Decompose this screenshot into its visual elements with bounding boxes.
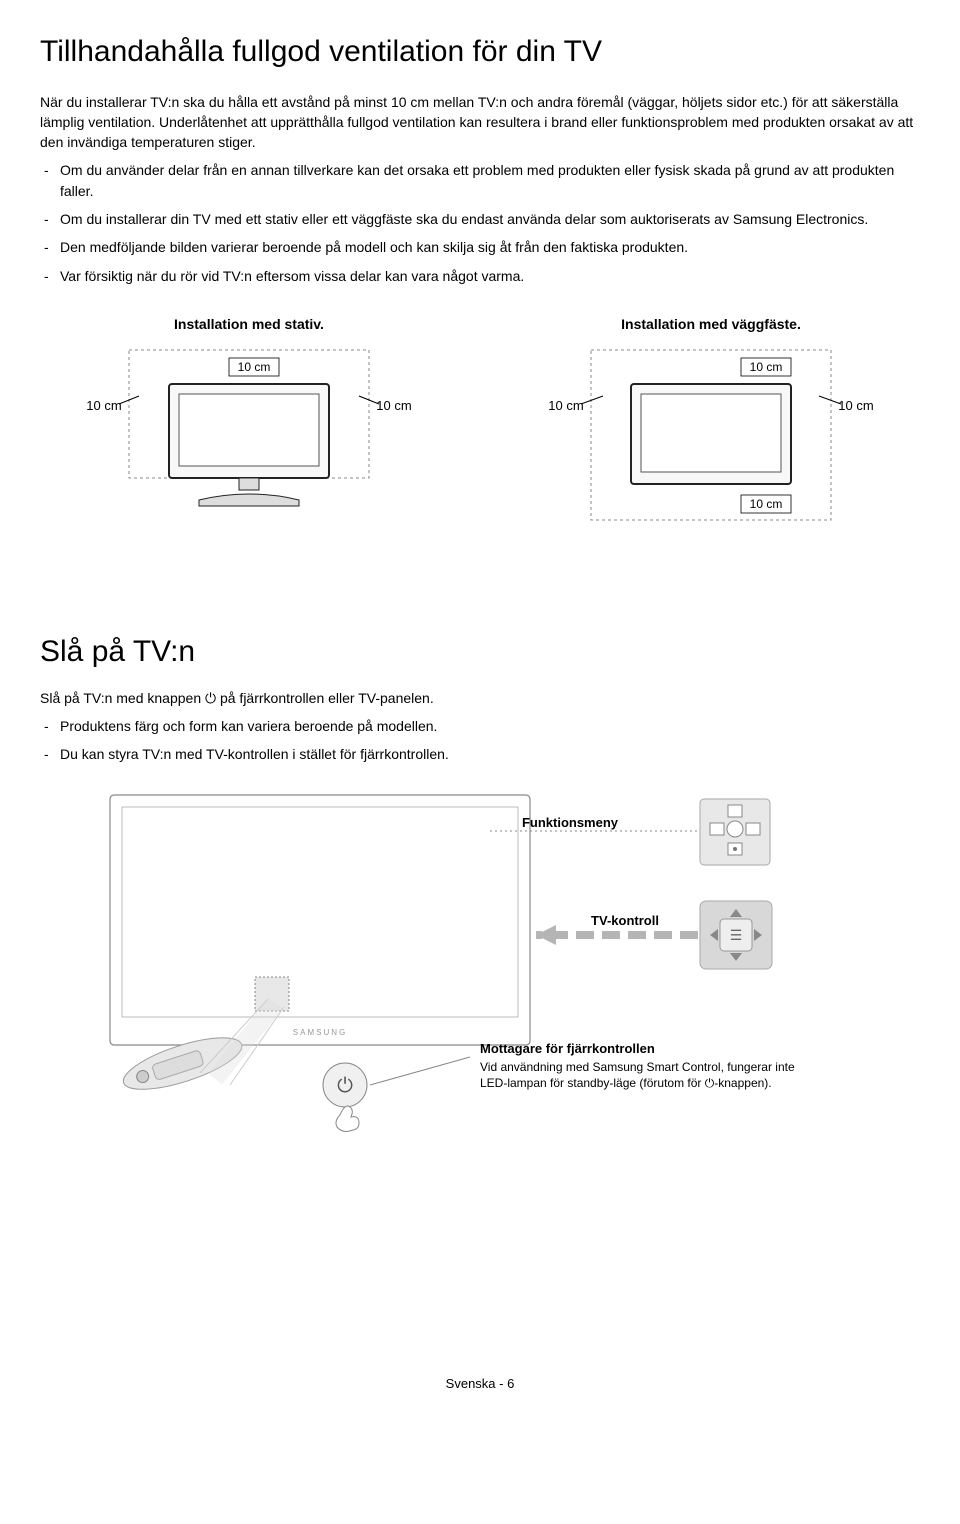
wall-top-label: 10 cm — [750, 360, 783, 374]
list-item: Den medföljande bilden varierar beroende… — [40, 237, 920, 257]
diagram-wall: Installation med väggfäste. 10 cm 10 cm … — [522, 314, 900, 560]
svg-text:⏻: ⏻ — [337, 1075, 353, 1097]
power-button-icon: ⏻ — [323, 1063, 367, 1131]
list-item: Om du installerar din TV med ett stativ … — [40, 209, 920, 229]
tv-control-label: TV-kontroll — [591, 913, 659, 928]
receiver-title: Mottagare för fjärrkontrollen — [480, 1041, 655, 1056]
list-item: Om du använder delar från en annan tillv… — [40, 160, 920, 201]
stand-left-label: 10 cm — [86, 398, 121, 413]
section1-bullets: Om du använder delar från en annan tillv… — [40, 160, 920, 285]
wall-left-label: 10 cm — [548, 398, 583, 413]
receiver-body: Vid användning med Samsung Smart Control… — [480, 1059, 820, 1091]
diagram-wall-title: Installation med väggfäste. — [522, 314, 900, 334]
wall-right-label: 10 cm — [838, 398, 873, 413]
diagram-stand-title: Installation med stativ. — [60, 314, 438, 334]
wall-bottom-label: 10 cm — [750, 497, 783, 511]
tv-figure: SAMSUNG Funktionsmeny TV-kontroll ☰ ⏻ — [70, 785, 890, 1145]
list-item: Var försiktig när du rör vid TV:n efters… — [40, 266, 920, 286]
section1-para: När du installerar TV:n ska du hålla ett… — [40, 92, 920, 153]
stand-right-label: 10 cm — [376, 398, 411, 413]
section1-heading: Tillhandahålla fullgod ventilation för d… — [40, 30, 920, 74]
func-menu-label: Funktionsmeny — [522, 815, 619, 830]
list-item: Produktens färg och form kan variera ber… — [40, 716, 920, 736]
page-footer: Svenska - 6 — [40, 1375, 920, 1394]
section2-bullets: Produktens färg och form kan variera ber… — [40, 716, 920, 765]
samsung-logo: SAMSUNG — [293, 1028, 347, 1037]
section2-heading: Slå på TV:n — [40, 630, 920, 674]
svg-text:☰: ☰ — [730, 927, 743, 943]
diagram-stand: Installation med stativ. 10 cm 10 cm 10 … — [60, 314, 438, 560]
func-menu-icon — [700, 799, 770, 865]
stand-top-label: 10 cm — [238, 360, 271, 374]
diagram-wall-svg: 10 cm 10 cm 10 cm 10 cm — [541, 340, 881, 560]
list-item: Du kan styra TV:n med TV-kontrollen i st… — [40, 744, 920, 764]
section2-para: Slå på TV:n med knappen ⏻ på fjärrkontro… — [40, 688, 920, 708]
tv-control-icon: ☰ — [700, 901, 772, 969]
diagram-stand-svg: 10 cm 10 cm 10 cm — [79, 340, 419, 530]
